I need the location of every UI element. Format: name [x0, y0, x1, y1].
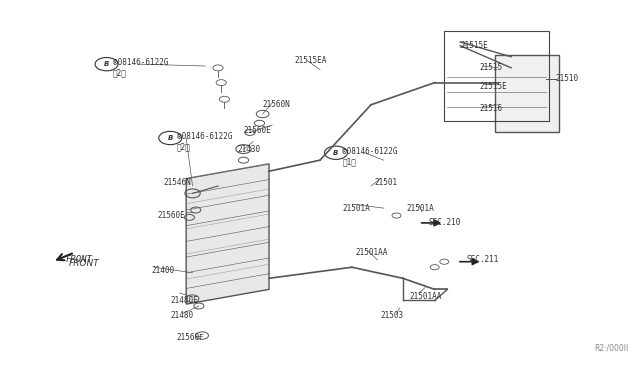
- Text: 21560N: 21560N: [262, 100, 291, 109]
- FancyBboxPatch shape: [495, 55, 559, 132]
- Text: 21501A: 21501A: [342, 203, 370, 213]
- Text: 21515: 21515: [479, 63, 502, 72]
- Text: SEC.210: SEC.210: [428, 218, 461, 227]
- Text: 21546N: 21546N: [164, 178, 191, 187]
- Text: 21400: 21400: [151, 266, 174, 275]
- Polygon shape: [186, 164, 269, 304]
- Text: ®08146-6122G
　2）: ®08146-6122G 2）: [113, 58, 168, 77]
- Text: 21430: 21430: [237, 145, 260, 154]
- Text: 21560Γ: 21560Γ: [177, 333, 204, 342]
- Text: 21501AA: 21501AA: [409, 292, 442, 301]
- Text: 21515E: 21515E: [460, 41, 488, 50]
- Text: 21480: 21480: [170, 311, 193, 320]
- Text: 21480E: 21480E: [170, 296, 198, 305]
- Text: SEC.211: SEC.211: [467, 255, 499, 264]
- Text: 21503: 21503: [381, 311, 404, 320]
- Text: 21501: 21501: [374, 178, 397, 187]
- Text: 21510: 21510: [556, 74, 579, 83]
- Text: 21516: 21516: [479, 104, 502, 113]
- Text: FRONT: FRONT: [65, 255, 92, 264]
- Text: 21515EA: 21515EA: [294, 56, 327, 65]
- Text: 21560E: 21560E: [157, 211, 185, 220]
- Text: 21501AA: 21501AA: [355, 248, 387, 257]
- Text: B: B: [104, 61, 109, 67]
- Text: 21515E: 21515E: [479, 82, 507, 91]
- Text: 21501A: 21501A: [406, 203, 434, 213]
- Text: 21560E: 21560E: [244, 126, 271, 135]
- Text: R2·/000II: R2·/000II: [594, 344, 628, 353]
- Text: B: B: [168, 135, 173, 141]
- Text: FRONT: FRONT: [68, 259, 99, 268]
- Text: ®08146-6122G
　2）: ®08146-6122G 2）: [177, 132, 232, 151]
- Text: B: B: [333, 150, 339, 156]
- Text: ®08146-6122G
　1）: ®08146-6122G 1）: [342, 147, 398, 166]
